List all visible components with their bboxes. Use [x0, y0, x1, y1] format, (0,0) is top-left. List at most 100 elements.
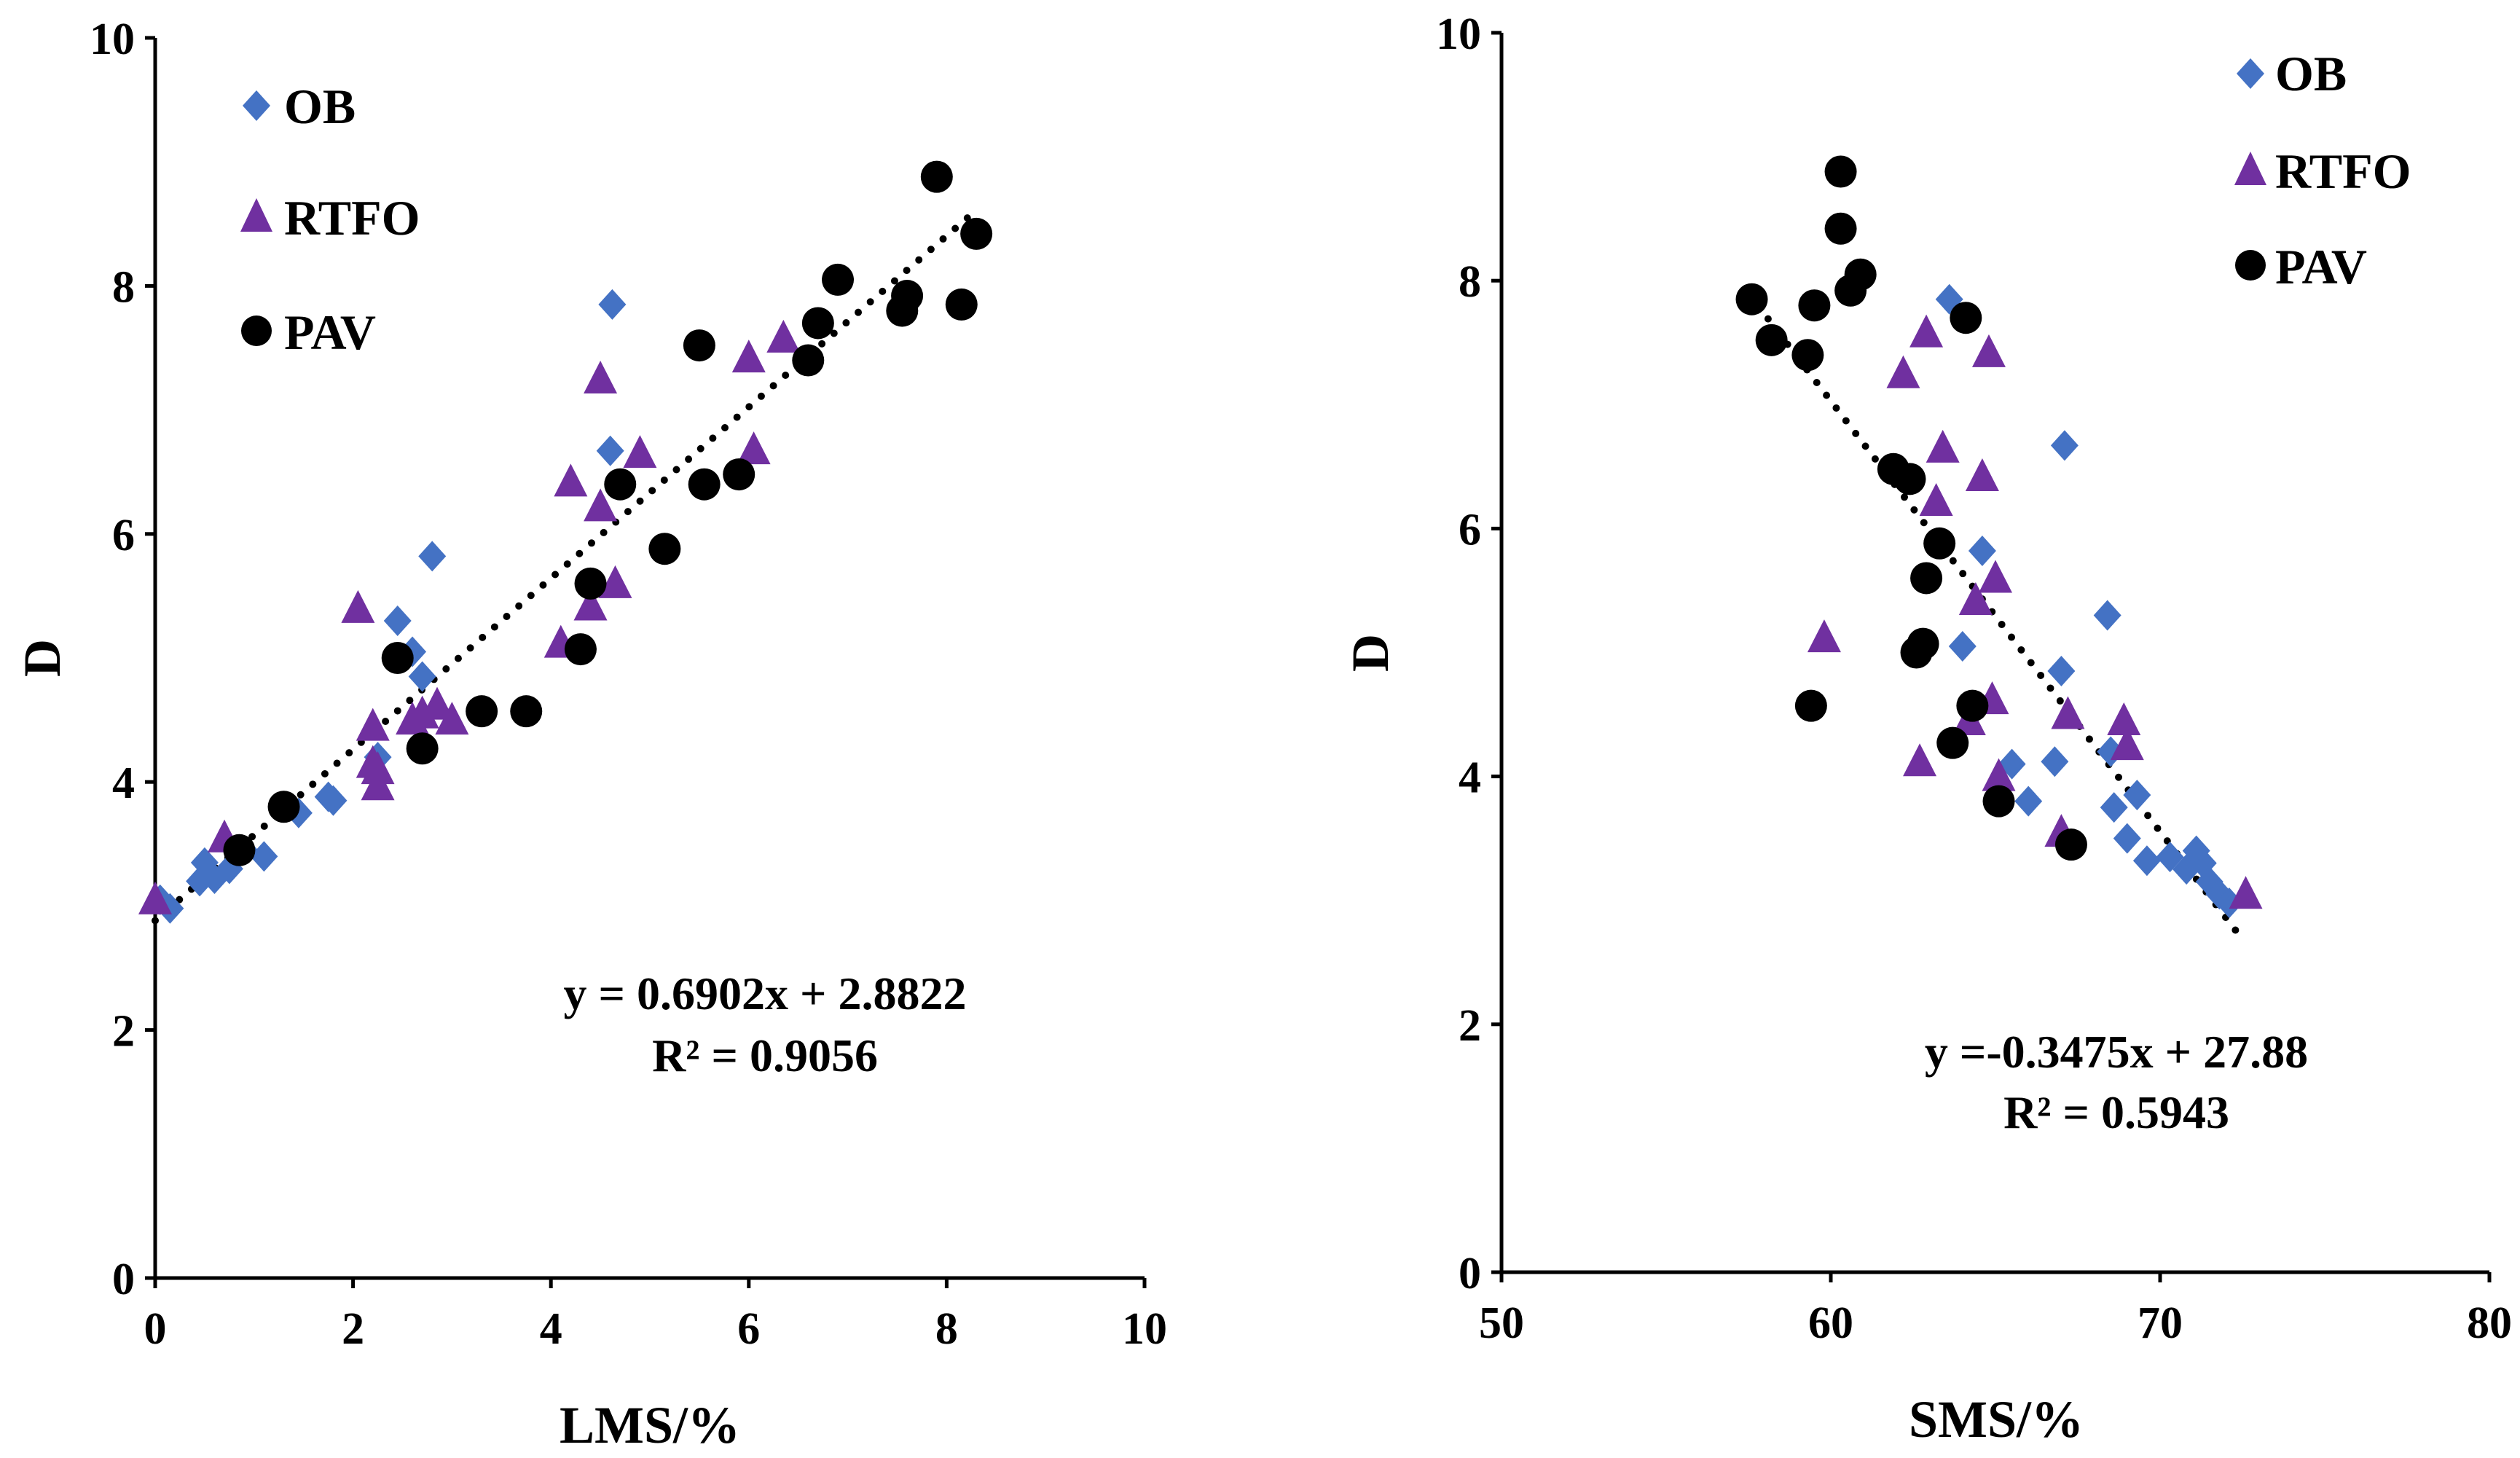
- point-pav: [510, 695, 543, 728]
- y-axis-ticks: 0 2 4 6 8 10: [90, 15, 155, 1304]
- point-pav: [1791, 339, 1824, 372]
- point-ob: [598, 289, 627, 320]
- y-tick-label: 6: [1459, 505, 1481, 554]
- point-rtfo: [1982, 758, 2016, 791]
- point-rtfo: [1903, 743, 1937, 777]
- point-rtfo: [420, 686, 455, 720]
- triangle-icon: [2234, 152, 2266, 185]
- point-pav: [1824, 155, 1857, 188]
- legend-label-ob: OB: [2275, 46, 2347, 101]
- y-tick-label: 10: [1436, 9, 1481, 59]
- x-tick-label: 8: [935, 1304, 958, 1354]
- point-ob: [2050, 430, 2079, 461]
- x-tick-label: 0: [144, 1304, 167, 1354]
- point-pav: [1794, 689, 1827, 722]
- point-ob: [319, 785, 348, 816]
- circle-icon: [2235, 250, 2266, 281]
- chart-lms-vs-d: 0 2 4 6 8 10 0 2 4 6 8 10 LMS/% D OB RTFO PAV y = …: [13, 15, 1167, 1454]
- x-tick-label: 10: [1122, 1304, 1167, 1354]
- point-pav: [267, 791, 300, 823]
- point-ob: [250, 841, 278, 872]
- point-rtfo: [1979, 560, 2012, 593]
- point-rtfo: [737, 431, 771, 465]
- trendline-equation: y =-0.3475x + 27.88: [1925, 1026, 2308, 1078]
- x-tick-label: 2: [342, 1304, 364, 1354]
- point-rtfo: [1958, 582, 1993, 616]
- data-points: [138, 160, 993, 924]
- trendline: [1754, 302, 2243, 939]
- point-rtfo: [598, 565, 632, 598]
- point-pav: [688, 468, 721, 501]
- r-squared-label: R² = 0.9056: [652, 1030, 878, 1081]
- x-tick-label: 4: [540, 1304, 562, 1354]
- point-pav: [1844, 258, 1877, 291]
- y-tick-label: 2: [112, 1007, 135, 1057]
- point-rtfo: [573, 587, 608, 621]
- point-ob: [2100, 792, 2128, 823]
- point-ob: [2132, 845, 2161, 877]
- y-tick-label: 4: [1459, 753, 1481, 803]
- point-pav: [604, 468, 637, 501]
- point-rtfo: [1807, 619, 1841, 653]
- x-tick-label: 70: [2138, 1298, 2183, 1348]
- point-pav: [381, 642, 414, 674]
- point-pav: [920, 160, 953, 193]
- point-rtfo: [341, 589, 375, 623]
- point-pav: [1923, 527, 1956, 560]
- point-rtfo: [623, 435, 657, 469]
- point-rtfo: [1965, 458, 1999, 491]
- legend-label-pav: PAV: [2275, 239, 2367, 294]
- point-pav: [1755, 324, 1788, 356]
- x-axis-ticks: 50 60 70 80: [1479, 1272, 2512, 1348]
- legend-label-ob: OB: [284, 79, 356, 134]
- legend-item-rtfo: RTFO: [240, 190, 420, 246]
- point-pav: [1735, 283, 1768, 315]
- point-pav: [648, 533, 681, 565]
- x-axis-ticks: 0 2 4 6 8 10: [144, 1278, 1167, 1354]
- circle-icon: [241, 315, 272, 346]
- point-pav: [1956, 689, 1989, 722]
- point-rtfo: [2110, 727, 2144, 761]
- y-tick-label: 8: [1459, 257, 1481, 307]
- legend-label-rtfo: RTFO: [2275, 144, 2411, 199]
- y-tick-label: 2: [1459, 1001, 1481, 1051]
- point-rtfo: [584, 488, 618, 522]
- point-rtfo: [2051, 696, 2085, 729]
- point-pav: [1893, 463, 1926, 495]
- point-ob: [2047, 656, 2076, 687]
- trendline: [152, 206, 981, 925]
- y-tick-label: 6: [112, 511, 135, 560]
- point-rtfo: [356, 708, 390, 741]
- y-tick-label: 4: [112, 759, 135, 808]
- point-ob: [1948, 630, 1977, 662]
- point-ob: [2041, 746, 2069, 777]
- point-rtfo: [1926, 429, 1960, 463]
- x-tick-label: 50: [1479, 1298, 1524, 1348]
- point-pav: [960, 217, 993, 250]
- point-rtfo: [2107, 702, 2141, 736]
- legend: OB RTFO PAV: [240, 79, 420, 360]
- legend-item-ob: OB: [243, 79, 356, 134]
- point-pav: [801, 307, 834, 340]
- x-tick-label: 6: [737, 1304, 760, 1354]
- point-ob: [596, 435, 624, 466]
- point-ob: [418, 541, 447, 572]
- point-pav: [1950, 302, 1982, 334]
- point-rtfo: [2229, 876, 2263, 909]
- x-tick-label: 60: [1808, 1298, 1853, 1348]
- point-pav: [1936, 726, 1969, 759]
- point-rtfo: [1971, 334, 2006, 367]
- point-pav: [891, 280, 924, 313]
- chart-sms-vs-d: 0 2 4 6 8 10 50 60 70 80 SMS/% D OB RTFO PAV y =…: [1341, 9, 2512, 1449]
- y-axis-title: D: [13, 639, 71, 677]
- point-pav: [564, 633, 597, 666]
- point-ob: [383, 605, 412, 636]
- point-rtfo: [1909, 314, 1944, 348]
- data-points: [1735, 155, 2263, 919]
- triangle-icon: [240, 198, 272, 232]
- legend-item-rtfo: RTFO: [2234, 144, 2411, 199]
- point-ob: [2123, 780, 2151, 811]
- x-tick-label: 80: [2467, 1298, 2512, 1348]
- point-rtfo: [361, 751, 395, 785]
